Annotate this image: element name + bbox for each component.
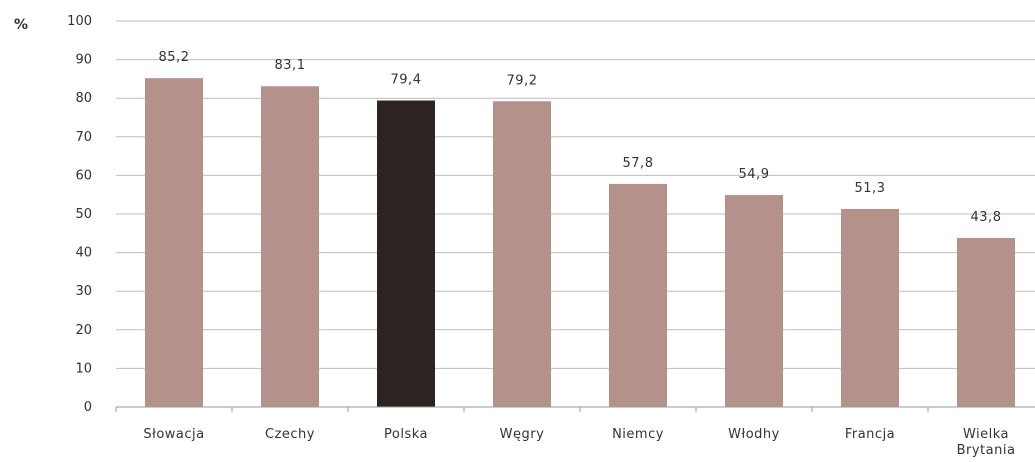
bar <box>841 208 899 407</box>
category-label-line: Francja <box>845 427 895 442</box>
data-label: 85,2 <box>159 50 190 65</box>
data-label: 43,8 <box>971 210 1002 225</box>
x-axis <box>115 406 1035 412</box>
category-label: Wielka Brytania <box>957 427 1016 458</box>
category-label-line: Polska <box>384 427 428 442</box>
y-tick-label: 30 <box>75 284 92 299</box>
y-tick-label: 100 <box>67 14 92 29</box>
category-label: Włodhy <box>728 427 780 442</box>
data-label: 57,8 <box>623 156 654 171</box>
bars <box>145 78 1015 408</box>
category-label-line: Wielka <box>963 427 1009 442</box>
category-label: Francja <box>845 427 895 442</box>
data-label: 54,9 <box>739 167 770 182</box>
bar <box>261 86 319 407</box>
category-label-line: Słowacja <box>143 427 204 442</box>
bar <box>725 195 783 407</box>
y-tick-label: 70 <box>75 130 92 145</box>
bar <box>377 100 435 408</box>
data-label: 79,4 <box>391 73 422 88</box>
y-tick-label: 10 <box>75 361 92 376</box>
y-tick-label: 60 <box>75 168 92 183</box>
category-label-line: Włodhy <box>728 427 780 442</box>
y-tick-label: 50 <box>75 207 92 222</box>
data-label: 79,2 <box>507 73 538 88</box>
category-label-line: Brytania <box>957 443 1016 458</box>
bar <box>493 101 551 408</box>
data-label: 51,3 <box>855 181 886 196</box>
category-label: Węgry <box>500 427 545 442</box>
y-axis-unit-label: % <box>14 17 28 33</box>
y-axis-ticks: 0 10 20 30 40 50 60 70 80 90 100 <box>67 14 92 415</box>
category-label: Czechy <box>265 427 315 442</box>
bar <box>145 78 203 408</box>
y-tick-label: 80 <box>75 91 92 106</box>
category-label-line: Węgry <box>500 427 545 442</box>
y-tick-label: 20 <box>75 323 92 338</box>
y-tick-label: 40 <box>75 246 92 261</box>
data-labels: 85,2 83,1 79,4 79,2 57,8 54,9 51,3 43,8 <box>159 50 1002 225</box>
data-label: 83,1 <box>275 58 306 73</box>
y-tick-label: 0 <box>84 400 92 415</box>
y-tick-label: 90 <box>75 53 92 68</box>
category-label: Niemcy <box>612 427 664 442</box>
category-label: Słowacja <box>143 427 204 442</box>
bar <box>609 183 667 407</box>
category-label-line: Czechy <box>265 427 315 442</box>
category-label-line: Niemcy <box>612 427 664 442</box>
category-label: Polska <box>384 427 428 442</box>
x-axis-labels: Słowacja Czechy Polska Węgry Niemcy Włodhy Fra… <box>143 427 1015 458</box>
bar <box>957 237 1015 407</box>
